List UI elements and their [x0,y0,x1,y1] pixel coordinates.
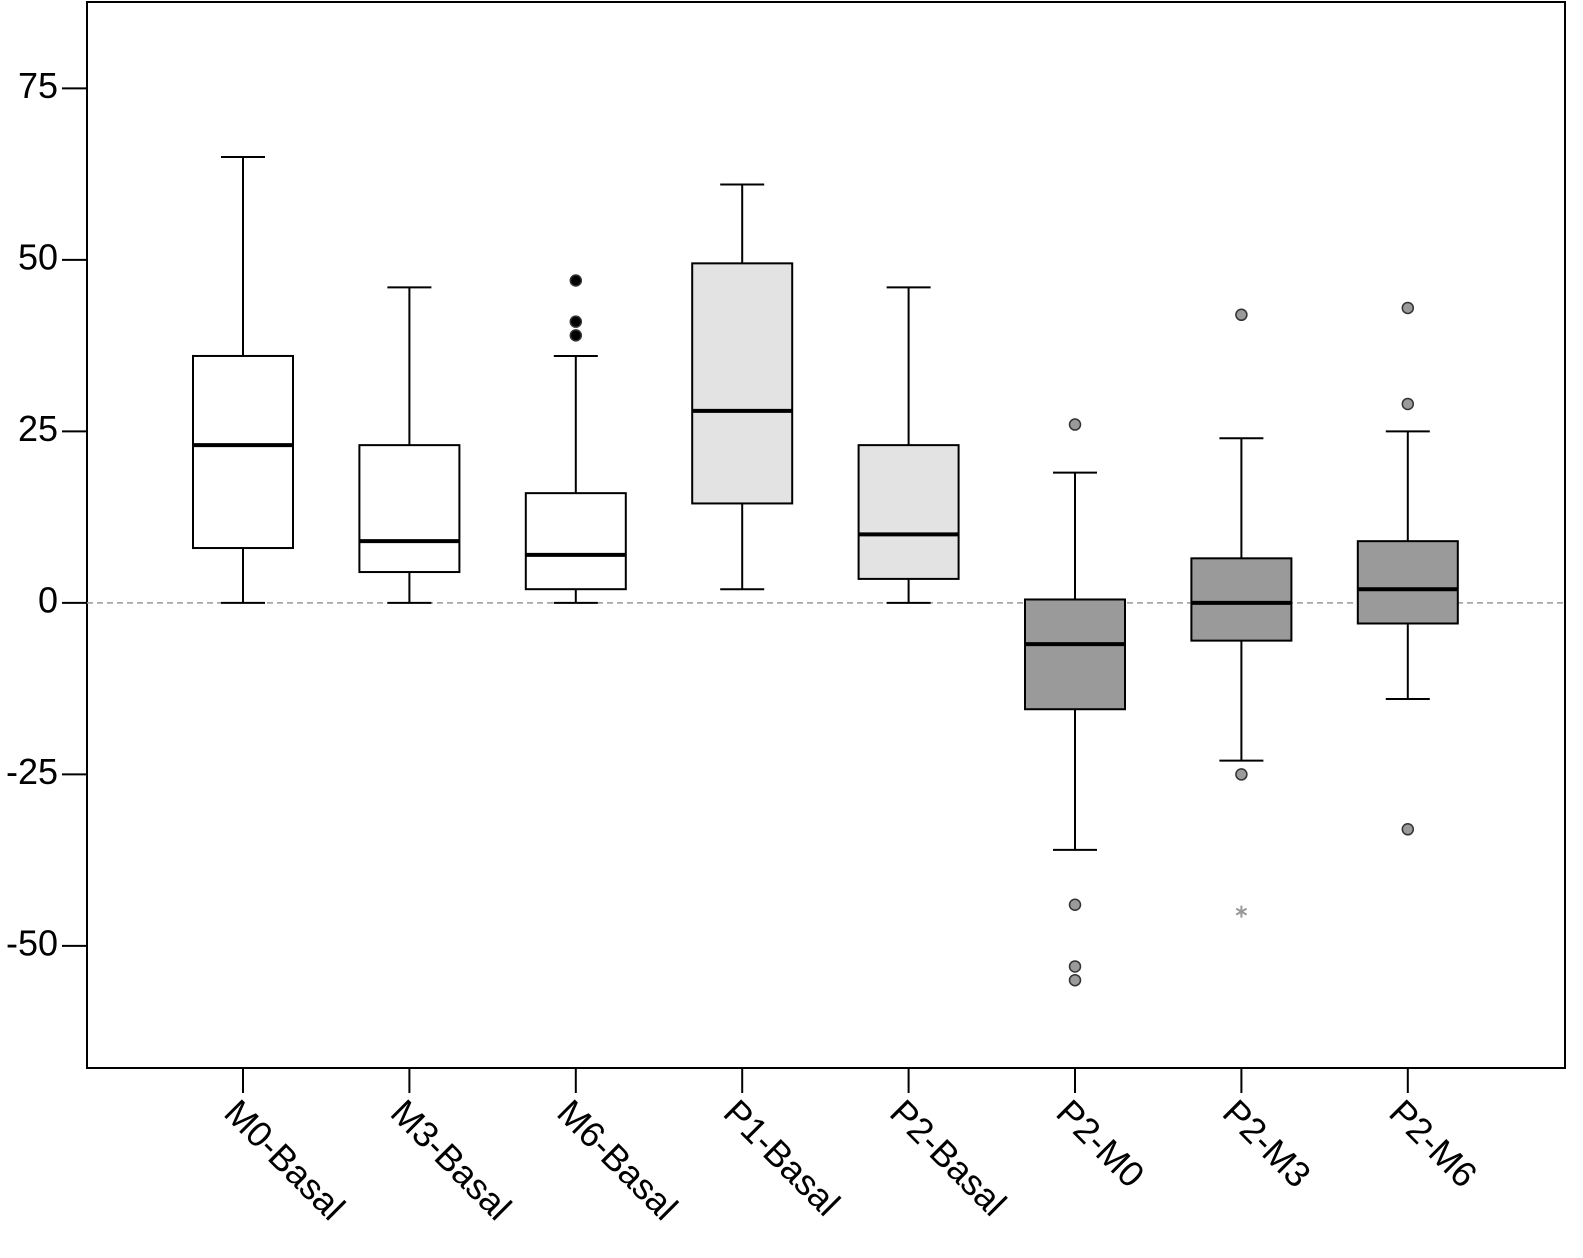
box [524,492,627,591]
x-tick-label: M6-Basal [549,1091,686,1228]
extreme [1235,905,1248,918]
outlier [1235,768,1248,781]
box [1024,598,1126,711]
outlier [1068,418,1082,431]
x-tick-label: P2-Basal [882,1091,1014,1223]
outlier [1068,960,1082,973]
y-tick-label: 75 [18,65,58,106]
outlier [1401,301,1415,315]
y-tick-label: 0 [38,579,58,620]
box [358,444,461,574]
plot-frame [86,1,1566,1069]
outlier [569,329,583,342]
box [691,262,794,505]
x-tick-label: M3-Basal [383,1091,520,1228]
outlier [1401,823,1415,836]
x-tick-label: M0-Basal [217,1091,354,1228]
y-tick-label: -25 [6,751,58,792]
outlier [569,274,583,287]
outlier [1401,397,1415,411]
box [192,354,294,550]
y-tick-label: -50 [6,922,58,963]
outlier [1235,308,1248,322]
outlier [1068,898,1082,911]
y-tick-label: 25 [18,408,58,449]
y-tick-label: 50 [18,236,58,277]
x-tick-label: P2-M6 [1381,1091,1485,1195]
box [857,444,960,580]
box [1356,540,1459,625]
x-tick-label: P2-M0 [1049,1091,1153,1195]
x-tick-label: P2-M3 [1215,1091,1319,1195]
outlier [569,315,583,328]
outlier [1068,973,1082,987]
x-tick-label: P1-Basal [716,1091,848,1223]
box [1190,557,1293,642]
